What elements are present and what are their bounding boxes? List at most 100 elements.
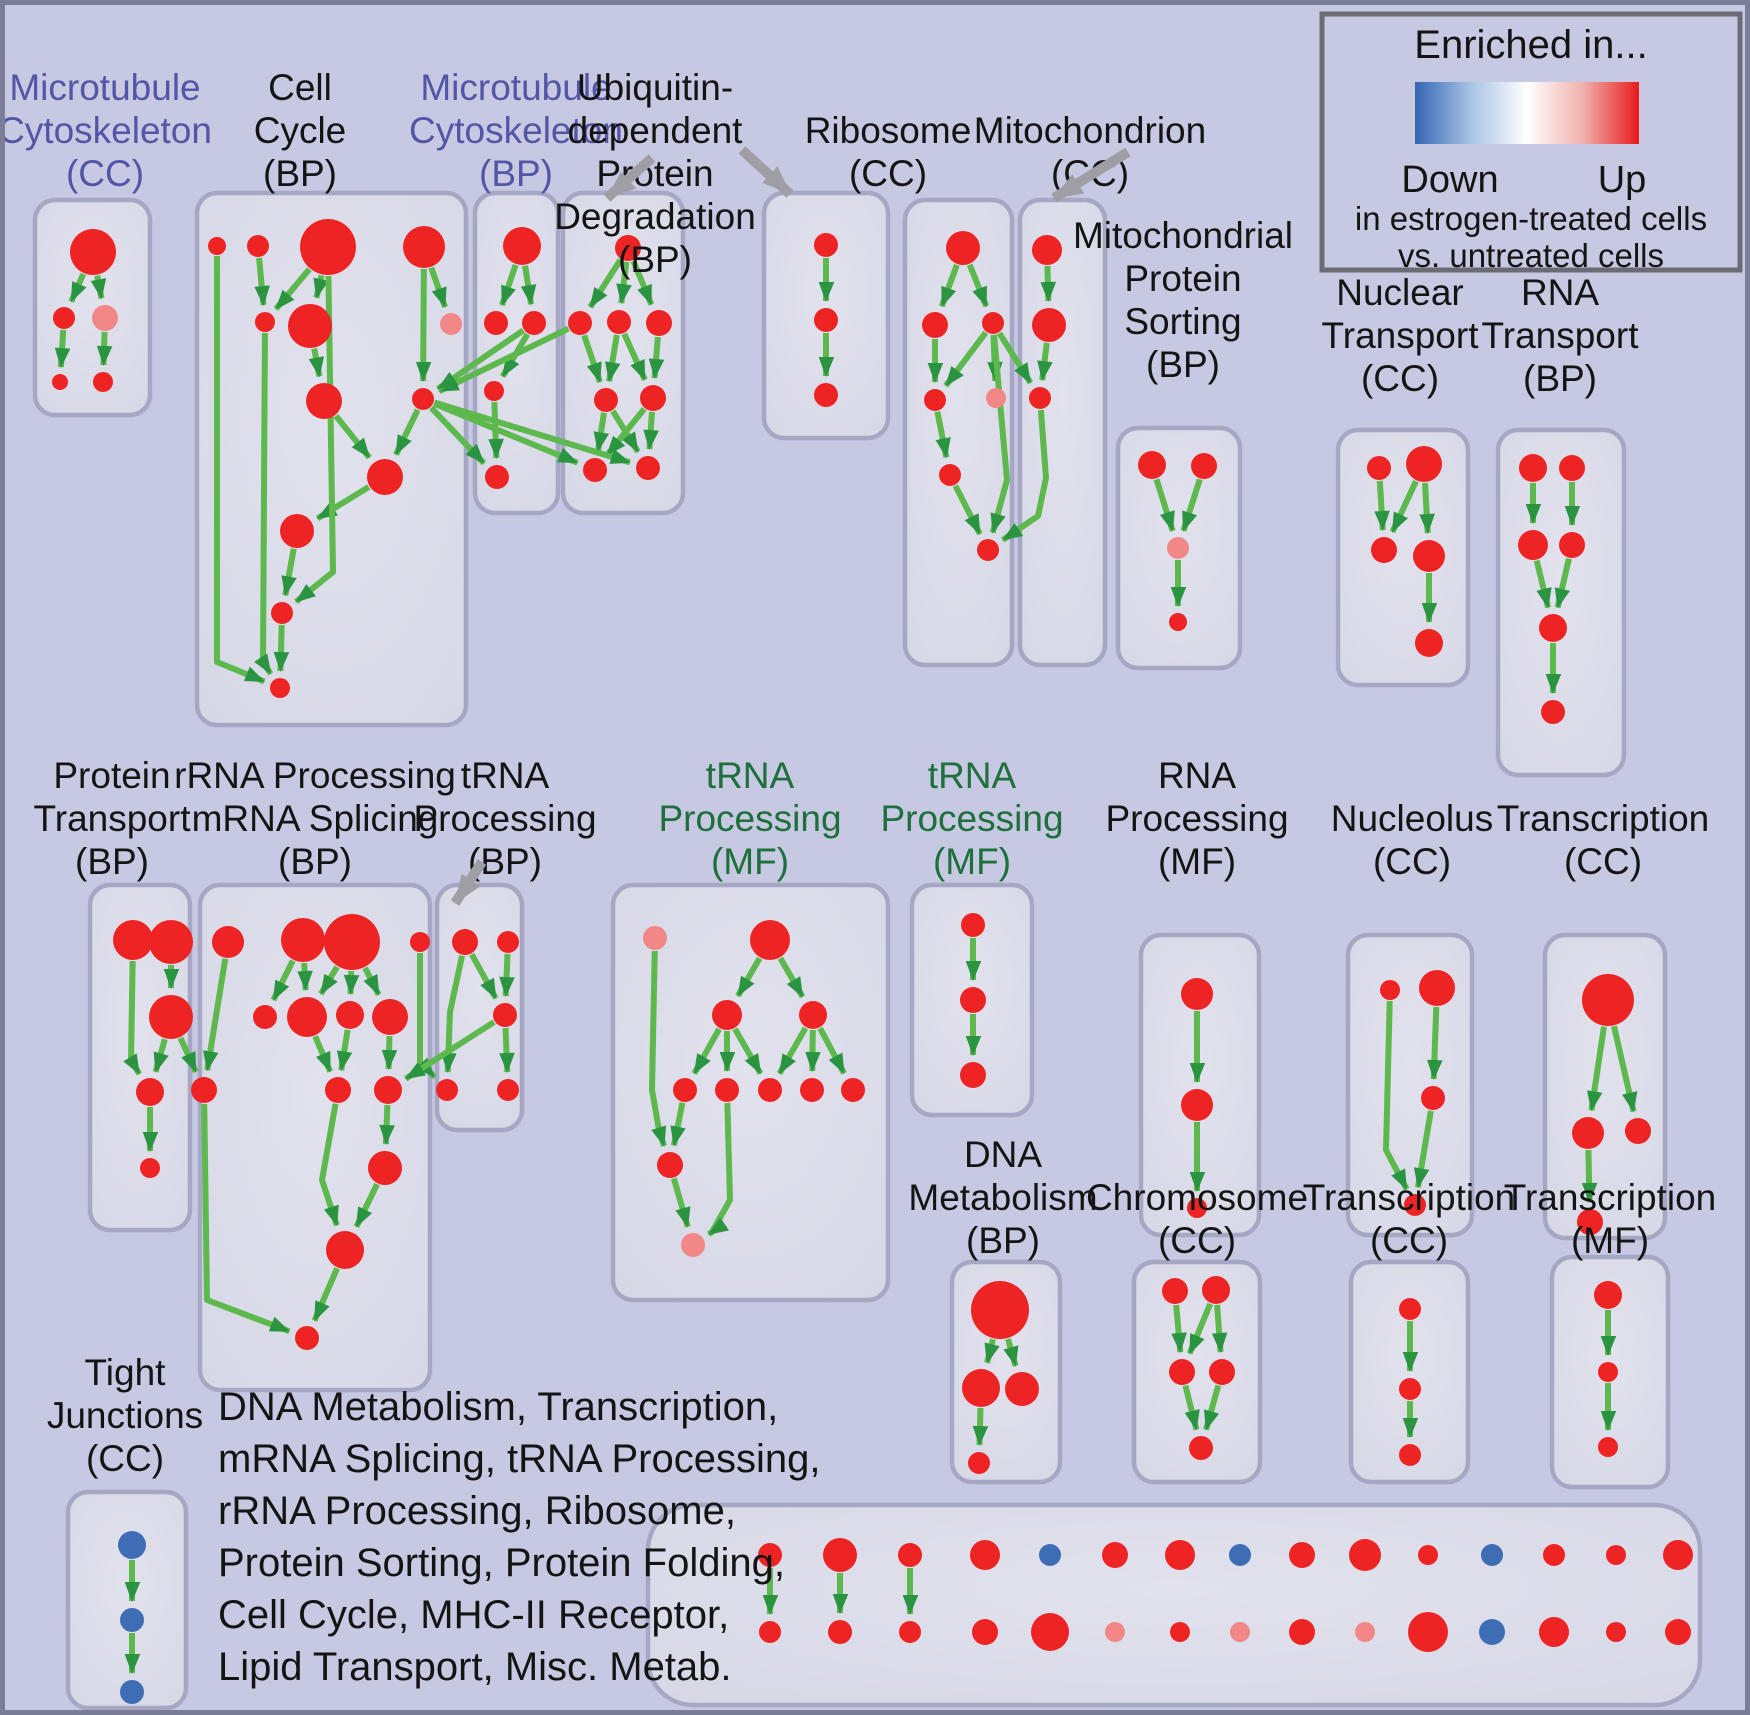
mitochondrion-box — [1017, 197, 1108, 668]
nuclear-transport-edge — [1389, 479, 1419, 534]
rna-transport-node-m2 — [1559, 532, 1585, 558]
rrna-mrna-node-c1 — [325, 1077, 351, 1103]
cell-cycle-node-t2 — [247, 235, 269, 257]
trna-mf-large-edge — [670, 1102, 686, 1147]
mixed-summary-node-u3 — [899, 1621, 921, 1643]
rrna-mrna-edge — [319, 1103, 340, 1227]
ribosome-edge — [989, 334, 1010, 534]
dna-metabolism-edge — [984, 1338, 1000, 1364]
rrna-mrna-edge — [201, 1103, 291, 1335]
cell-cycle-edge — [254, 332, 274, 676]
ribosome-node-p — [986, 388, 1006, 408]
trna-bp-node-m — [493, 1003, 517, 1027]
transcription-cc-upper-box — [1542, 932, 1668, 1241]
rna-processing-mf-box — [1138, 932, 1262, 1238]
trna-bp-node-c1 — [436, 1079, 458, 1101]
cell-cycle-label-line: (BP) — [263, 153, 337, 194]
cross-edge — [404, 1019, 496, 1082]
dna-metabolism-node-b — [968, 1452, 990, 1474]
mixed-summary-node-u12 — [1479, 1619, 1505, 1645]
nucleolus-node-tb — [1419, 970, 1455, 1006]
dna-metabolism-label-line: DNA — [964, 1134, 1042, 1175]
ribosome-node-b — [982, 312, 1004, 334]
chromosome-node-m2 — [1209, 1359, 1235, 1385]
rna-processing-mf-label-line: Processing — [1105, 798, 1288, 839]
rna-processing-mf-node-b — [1181, 1089, 1213, 1121]
rna-transport-node-t1 — [1519, 454, 1547, 482]
trna-mf-small-node-a — [961, 913, 985, 937]
cell-cycle-label-line: Cell — [268, 67, 332, 108]
transcription-cc-lower-box — [1348, 1259, 1471, 1485]
protein-transport-node-b — [140, 1158, 160, 1178]
mixed-summary-node-t14 — [1606, 1545, 1626, 1565]
edges-layer — [54, 256, 1638, 1674]
mito-protein-sorting-label-line: Mitochondrial — [1073, 215, 1293, 256]
rna-transport-edge — [1554, 557, 1572, 609]
ribosome-node-e — [977, 539, 999, 561]
rna-transport-label-line: RNA — [1521, 272, 1599, 313]
ribosome-edge — [966, 263, 990, 308]
mixed-summary-node-t6 — [1102, 1542, 1128, 1568]
rna-transport-node-t2 — [1559, 455, 1585, 481]
cross-edge — [1001, 409, 1049, 543]
trna-mf-large-edge — [776, 1026, 809, 1076]
microtubule-cc-edge — [90, 275, 107, 300]
mito-protein-sorting-node-t2 — [1191, 453, 1217, 479]
transcription-cc-upper-node-t — [1582, 974, 1634, 1026]
trna-bp-node-t1 — [452, 929, 478, 955]
mixed-summary-node-t4 — [970, 1540, 1000, 1570]
nucleolus-label-line: Nucleolus — [1331, 798, 1493, 839]
trna-bp-node-t2 — [497, 931, 519, 953]
rrna-mrna-label-line: rRNA Processing — [174, 755, 456, 796]
trna-bp-label-line: Processing — [413, 798, 596, 839]
ubiquitin-edge — [587, 258, 623, 309]
mixed-summary-node-u9 — [1289, 1619, 1315, 1645]
cell-cycle-node-big2 — [288, 304, 332, 348]
rrna-mrna-node-d — [368, 1151, 402, 1185]
legend-down-label: Down — [1401, 159, 1498, 201]
ubiquitin-node-r2b — [607, 310, 631, 334]
trna-mf-small-label-line: tRNA — [928, 755, 1017, 796]
mixed-summary-node-t11 — [1418, 1545, 1438, 1565]
nuclear-transport-edge — [1374, 480, 1390, 532]
rrna-mrna-node-b3 — [336, 1001, 364, 1029]
legend-box — [1319, 11, 1743, 273]
mixed-summary-node-t12 — [1481, 1544, 1503, 1566]
mitochondrion-node-t — [1032, 235, 1062, 265]
protein-transport-label-line: (BP) — [75, 841, 149, 882]
nucleolus-edge — [1427, 1006, 1443, 1081]
ubiquitin-edge — [581, 334, 603, 383]
microtubule-bp-label-line: (BP) — [479, 153, 553, 194]
cell-cycle-edge — [273, 624, 290, 673]
trna-mf-small-label-line: (MF) — [933, 841, 1011, 882]
misc-groups-text-line: rRNA Processing, Ribosome, — [218, 1489, 736, 1533]
tight-junctions-label-line: (CC) — [86, 1438, 164, 1479]
rna-processing-mf-label-line: RNA — [1158, 755, 1236, 796]
arrow-to-mitochondrion-box — [1051, 147, 1131, 203]
mixed-summary-node-u14 — [1606, 1622, 1626, 1642]
nuclear-transport-box — [1335, 427, 1471, 688]
mixed-summary-node-u10 — [1355, 1622, 1375, 1642]
microtubule-bp-node-t — [503, 227, 541, 265]
nucleolus-node-m — [1421, 1086, 1445, 1110]
ubiquitin-edge — [605, 334, 621, 383]
trna-mf-large-node-t — [750, 920, 790, 960]
mitochondrion-node-m — [1032, 308, 1066, 342]
ubiquitin-label-line: dependent — [568, 110, 744, 151]
mixed-summary-node-t5 — [1039, 1544, 1061, 1566]
dna-metabolism-edge — [972, 1407, 989, 1447]
microtubule-bp-node-c1 — [484, 311, 508, 335]
cell-cycle-edge — [428, 266, 448, 309]
trna-mf-large-edge — [649, 950, 667, 1147]
ubiquitin-label-line: Degradation — [554, 196, 756, 237]
transcription-mf-node-b — [1598, 1362, 1618, 1382]
cell-cycle-edge — [308, 348, 325, 378]
microtubule-bp-node-d — [485, 465, 509, 489]
mito-protein-sorting-edge — [1153, 478, 1176, 532]
ubiquitin-label-line: Ubiquitin- — [577, 67, 733, 108]
nucleolus-edge — [1383, 1000, 1410, 1191]
trna-mf-small-node-c — [960, 1062, 986, 1088]
microtubule-cc-node-d — [52, 374, 68, 390]
cross-edge — [996, 331, 1033, 385]
misc-groups-text-line: Cell Cycle, MHC-II Receptor, — [218, 1593, 729, 1637]
